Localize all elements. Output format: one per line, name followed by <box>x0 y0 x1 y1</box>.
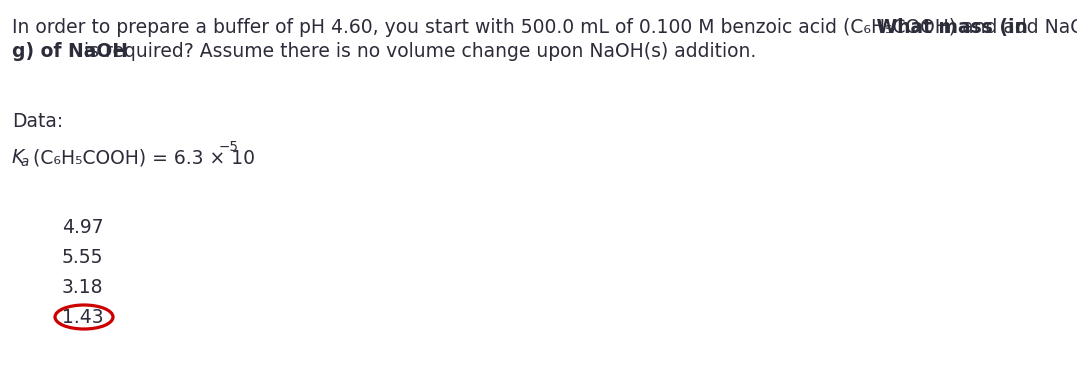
Text: −5: −5 <box>219 140 239 154</box>
Text: 3.18: 3.18 <box>62 278 103 297</box>
Text: g) of NaOH: g) of NaOH <box>12 42 128 61</box>
Text: In order to prepare a buffer of pH 4.60, you start with 500.0 mL of 0.100 M benz: In order to prepare a buffer of pH 4.60,… <box>12 18 1077 37</box>
Text: What mass (in: What mass (in <box>870 18 1027 37</box>
Text: (C₆H₅COOH) = 6.3 × 10: (C₆H₅COOH) = 6.3 × 10 <box>27 148 255 167</box>
Text: Data:: Data: <box>12 112 64 131</box>
Text: 5.55: 5.55 <box>62 248 103 267</box>
Text: K: K <box>12 148 25 167</box>
Text: a: a <box>20 155 28 169</box>
Text: is required? Assume there is no volume change upon NaOH(s) addition.: is required? Assume there is no volume c… <box>12 42 756 61</box>
Text: 1.43: 1.43 <box>62 308 103 327</box>
Text: 4.97: 4.97 <box>62 218 103 237</box>
